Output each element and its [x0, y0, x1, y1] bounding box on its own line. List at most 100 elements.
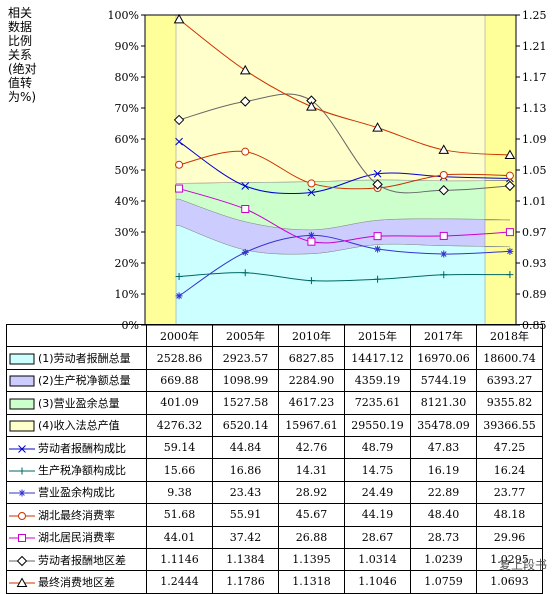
- data-cell: 6520.14: [212, 413, 279, 437]
- y-left-tick-label: 80%: [115, 71, 139, 84]
- table-row: (1)劳动者报酬总量 2528.86 2923.57 6827.85 14417.12 1…: [6, 346, 543, 370]
- legend-label: (1)劳动者报酬总量: [38, 352, 131, 366]
- data-cell: 14.75: [344, 458, 411, 482]
- legend-label: (4)收入法总产值: [38, 419, 120, 433]
- data-point: [241, 248, 249, 256]
- legend-cell: (1)劳动者报酬总量: [6, 346, 147, 370]
- data-point: [175, 184, 184, 193]
- y-right-tick-label: 1.09: [522, 133, 547, 146]
- data-cell: 48.79: [344, 435, 411, 460]
- data-cell: 39366.55: [476, 413, 543, 437]
- data-point: [175, 292, 183, 300]
- data-cell: 24.49: [344, 480, 411, 505]
- legend-key: [9, 532, 35, 544]
- table-row: 湖北居民消费率 44.01 37.42 26.88 28.67 28.73 29.96: [6, 525, 543, 549]
- legend-cell: 最终消费地区差: [6, 570, 147, 594]
- legend-cell: 劳动者报酬地区差: [6, 547, 147, 572]
- y-right-tick-label: 0.97: [522, 226, 547, 239]
- data-cell: 1.0239: [410, 547, 477, 572]
- y-right-tick-label: 1.05: [522, 164, 547, 177]
- data-cell: 18600.74: [476, 346, 543, 370]
- legend-label: 劳动者报酬构成比: [38, 441, 126, 455]
- col-header: 2010年: [278, 323, 345, 348]
- legend-key: [9, 375, 35, 387]
- data-cell: 4617.23: [278, 391, 345, 415]
- table-row: 最终消费地区差 1.2444 1.1786 1.1318 1.1046 1.0759 1.0…: [6, 570, 543, 594]
- data-point: [440, 250, 448, 258]
- data-point: [173, 13, 185, 24]
- data-point: [439, 231, 448, 240]
- plot-band-left: [145, 15, 176, 325]
- data-cell: 4359.19: [344, 368, 411, 393]
- legend-label: 劳动者报酬地区差: [38, 553, 126, 567]
- data-point: [240, 96, 251, 107]
- y-axis-label-left: 相关 数据 比例 关系 (绝对 值转 为%): [8, 6, 48, 104]
- table-row: 劳动者报酬构成比 59.14 44.84 42.76 48.79 47.83 47.25: [6, 435, 543, 460]
- line-series-10: [178, 18, 510, 156]
- data-point: [239, 64, 251, 75]
- legend-cell: (2)生产税净额总量: [6, 368, 147, 393]
- col-header: 2000年: [146, 323, 213, 348]
- data-cell: 14.31: [278, 458, 345, 482]
- y-right-tick-label: 1.01: [522, 195, 547, 208]
- col-header: 2018年: [476, 323, 543, 348]
- data-point: [241, 147, 250, 156]
- data-point: [374, 275, 382, 283]
- data-cell: 1.1395: [278, 547, 345, 572]
- data-cell: 45.67: [278, 503, 345, 527]
- data-point: [372, 122, 383, 132]
- y-right-tick-label: 1.13: [522, 102, 547, 115]
- data-cell: 48.18: [476, 503, 543, 527]
- data-point: [307, 237, 316, 246]
- data-cell: 4276.32: [146, 413, 213, 437]
- data-cell: 7235.61: [344, 391, 411, 415]
- y-right-tick-label: 1.21: [522, 40, 547, 53]
- data-cell: 1.1384: [212, 547, 279, 572]
- data-cell: 15967.61: [278, 413, 345, 437]
- col-header: 2017年: [410, 323, 477, 348]
- table-row: (4)收入法总产值 4276.32 6520.14 15967.61 29550.19 3…: [6, 413, 543, 437]
- y-left-tick-label: 50%: [115, 164, 139, 177]
- y-right-tick-label: 0.93: [522, 257, 547, 270]
- data-cell: 42.76: [278, 435, 345, 460]
- data-point: [241, 204, 250, 213]
- area-series-4: [175, 14, 510, 184]
- data-cell: 6827.85: [278, 346, 345, 370]
- y-left-tick-label: 20%: [115, 257, 139, 270]
- data-cell: 29.96: [476, 525, 543, 549]
- data-cell: 14417.12: [344, 346, 411, 370]
- line-series-4: [178, 141, 510, 195]
- y-right-tick-label: 0.89: [522, 288, 547, 301]
- data-point: [504, 180, 516, 192]
- legend-key: [9, 420, 35, 432]
- data-cell: 26.88: [278, 525, 345, 549]
- data-cell: 401.09: [146, 391, 213, 415]
- table-row: 生产税净额构成比 15.66 16.86 14.31 14.75 16.19 16.24: [6, 458, 543, 482]
- legend-label: 营业盈余构成比: [38, 486, 115, 500]
- data-point: [438, 144, 450, 154]
- legend-cell: (3)营业盈余总量: [6, 391, 147, 415]
- data-cell: 29550.19: [344, 413, 411, 437]
- table-row: (2)生产税净额总量 669.88 1098.99 2284.90 4359.19 574…: [6, 368, 543, 393]
- data-cell: 9.38: [146, 480, 213, 505]
- data-cell: 28.73: [410, 525, 477, 549]
- y-left-tick-label: 30%: [115, 226, 139, 239]
- legend-label: 湖北居民消费率: [38, 531, 115, 545]
- data-point: [505, 228, 514, 237]
- data-cell: 47.25: [476, 435, 543, 460]
- data-cell: 1.0693: [476, 570, 543, 594]
- data-point: [374, 245, 382, 253]
- line-series-7: [178, 150, 510, 190]
- data-cell: 2528.86: [146, 346, 213, 370]
- data-point: [307, 179, 316, 188]
- data-cell: 44.01: [146, 525, 213, 549]
- data-cell: 1098.99: [212, 368, 279, 393]
- data-cell: 37.42: [212, 525, 279, 549]
- plot-band-right: [485, 15, 516, 325]
- y-axis-label-line: 为%): [8, 90, 37, 104]
- data-cell: 1.1046: [344, 570, 411, 594]
- data-cell: 22.89: [410, 480, 477, 505]
- data-cell: 9355.82: [476, 391, 543, 415]
- data-cell: 1.1786: [212, 570, 279, 594]
- data-point: [440, 271, 448, 279]
